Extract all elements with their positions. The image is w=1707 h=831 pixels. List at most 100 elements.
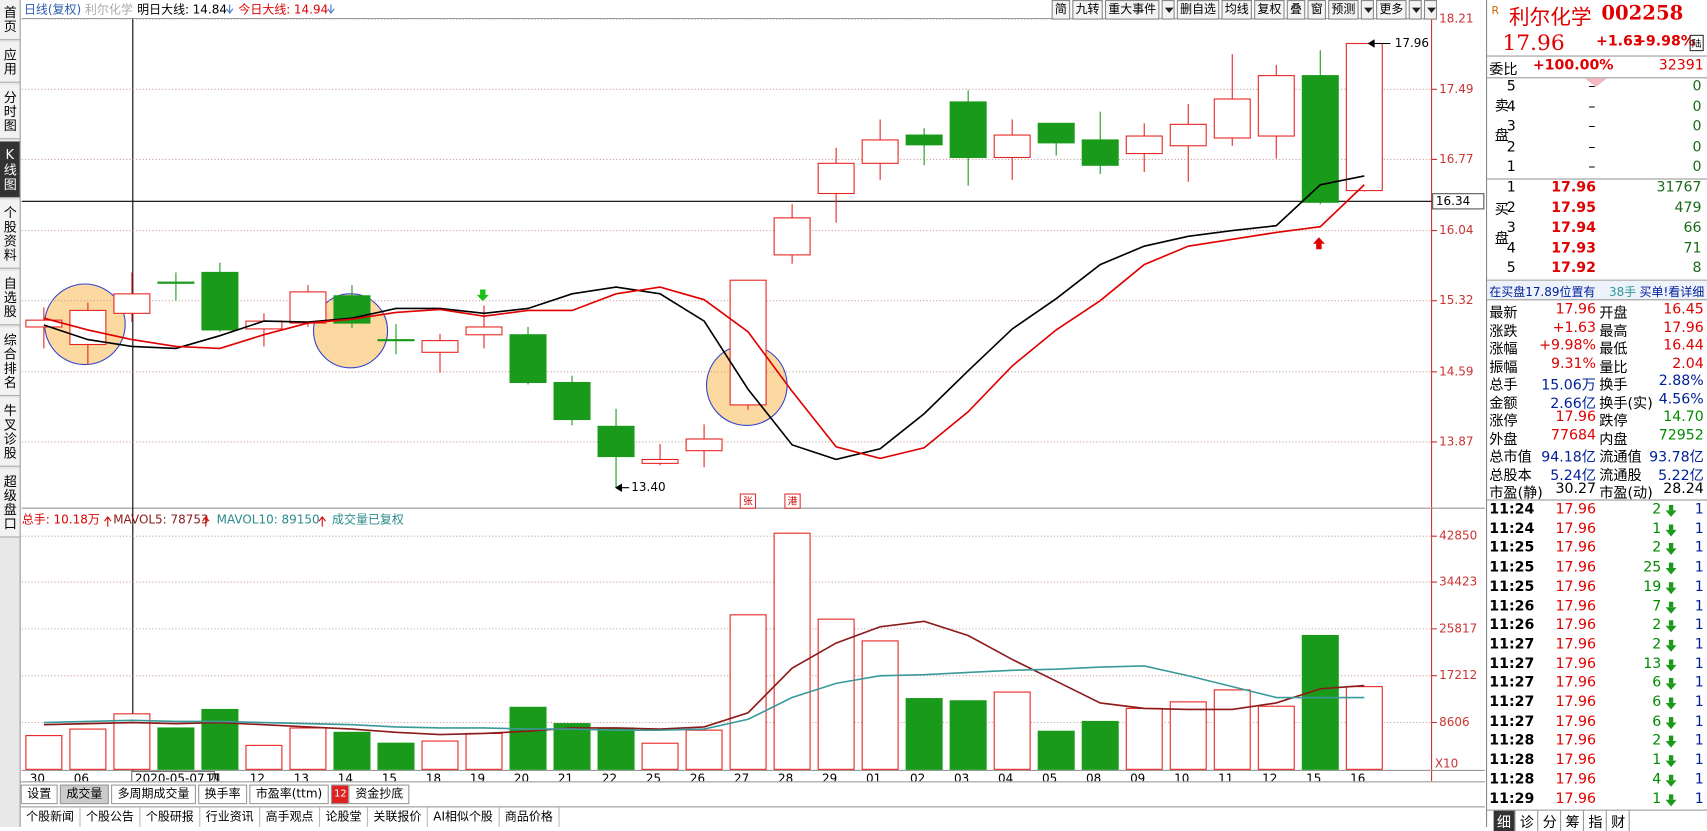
tick-count: 1 bbox=[1694, 520, 1704, 538]
tick-volume: 2 bbox=[1652, 636, 1662, 653]
tool-button[interactable]: 更多 bbox=[1376, 0, 1407, 20]
side-tab[interactable]: 综合排名 bbox=[0, 327, 20, 397]
side-tab[interactable]: 自选股 bbox=[0, 270, 20, 326]
side-tab[interactable]: 分时图 bbox=[0, 84, 20, 140]
tool-button[interactable]: 九转 bbox=[1072, 0, 1103, 20]
notice-bg bbox=[1487, 280, 1707, 300]
side-tab[interactable]: 超级盘口 bbox=[0, 468, 20, 538]
indicator-tab[interactable]: 换手率 bbox=[198, 784, 248, 805]
stat-value: 5.24亿 bbox=[1550, 467, 1596, 484]
tool-icon[interactable] bbox=[1161, 0, 1175, 20]
news-tab[interactable]: 关联报价 bbox=[368, 807, 428, 828]
tomorrow-value: 14.84 bbox=[193, 2, 227, 16]
indicator-tab[interactable]: 成交量 bbox=[59, 784, 109, 805]
down-arrow bbox=[1665, 678, 1677, 691]
news-tab[interactable]: 论股堂 bbox=[320, 807, 368, 828]
news-tab[interactable]: AI相似个股 bbox=[428, 807, 500, 828]
x-tick-label: 29 bbox=[822, 772, 837, 782]
stat-label: 市盈(动) bbox=[1599, 485, 1653, 502]
panel-tab[interactable]: 财 bbox=[1608, 810, 1630, 831]
news-tab[interactable]: 个股新闻 bbox=[21, 807, 81, 828]
change: +1.63 bbox=[1595, 33, 1643, 51]
down-arrow bbox=[1665, 639, 1677, 652]
stat-value: 16.45 bbox=[1663, 301, 1704, 318]
tool-icon[interactable] bbox=[1423, 0, 1438, 20]
candle-body bbox=[597, 425, 635, 458]
side-tab[interactable]: 个股资料 bbox=[0, 200, 20, 269]
stat-label: 涨跌 bbox=[1489, 323, 1518, 341]
side-tab[interactable]: 应用 bbox=[0, 42, 20, 83]
y-tick-label: 14.59 bbox=[1439, 364, 1473, 378]
panel-tab[interactable]: 诊 bbox=[1516, 810, 1539, 831]
down-arrow bbox=[1665, 774, 1677, 787]
x-tick-label: 14 bbox=[338, 772, 353, 782]
volume-bar bbox=[377, 742, 415, 770]
volume-bar bbox=[289, 727, 327, 770]
sell-price: – bbox=[1588, 78, 1596, 95]
separator bbox=[1487, 279, 1707, 281]
indicator-tab[interactable]: 设置 bbox=[20, 784, 58, 805]
tool-button[interactable]: 窗 bbox=[1307, 0, 1326, 20]
buy-label: 买盘 bbox=[1491, 201, 1508, 261]
tool-button[interactable]: 删自选 bbox=[1176, 0, 1220, 20]
mavol10: MAVOL10: 89150 bbox=[217, 513, 320, 527]
volume-bar bbox=[905, 698, 943, 770]
level: 5 bbox=[1506, 78, 1516, 95]
tool-button[interactable]: 均线 bbox=[1221, 0, 1252, 20]
panel-tab[interactable]: 分 bbox=[1539, 810, 1562, 831]
stat-label: 外盘 bbox=[1489, 431, 1518, 448]
cursor-date-box bbox=[131, 770, 216, 782]
tool-button[interactable]: 简 bbox=[1051, 0, 1071, 20]
tick-time: 11:26 bbox=[1489, 597, 1535, 615]
news-tab[interactable]: 个股公告 bbox=[81, 807, 141, 828]
separator bbox=[1487, 178, 1707, 180]
indicator-tab[interactable]: 资金抄底 bbox=[348, 784, 410, 805]
panel-tab[interactable]: 指 bbox=[1585, 810, 1607, 831]
tool-icon[interactable] bbox=[1360, 0, 1374, 20]
tool-button[interactable]: 重大事件 bbox=[1104, 0, 1160, 20]
stat-label: 最新 bbox=[1489, 305, 1518, 323]
tick-time: 11:27 bbox=[1489, 636, 1535, 653]
volume-bar bbox=[201, 708, 239, 770]
period: 日线(复权) bbox=[24, 2, 81, 16]
cursor-price: 16.34 bbox=[1436, 194, 1470, 208]
tick-volume: 6 bbox=[1652, 674, 1662, 692]
news-tab[interactable]: 商品价格 bbox=[499, 807, 560, 828]
panel-tab[interactable]: 细 bbox=[1493, 810, 1516, 831]
panel-tab[interactable]: 筹 bbox=[1562, 810, 1584, 831]
side-tab[interactable]: 首页 bbox=[0, 0, 20, 41]
news-tab[interactable]: 个股研报 bbox=[140, 807, 201, 828]
tick-price: 17.96 bbox=[1555, 674, 1596, 692]
candle-body bbox=[1257, 75, 1295, 137]
tab-badge[interactable]: 12 bbox=[330, 784, 349, 805]
indicator-tab[interactable]: 市盈率(ttm) bbox=[249, 784, 329, 805]
news-tab[interactable]: 行业资讯 bbox=[200, 807, 261, 828]
price: 17.96 bbox=[1502, 29, 1565, 56]
volume-bar bbox=[509, 706, 547, 770]
buy-price: 17.94 bbox=[1551, 219, 1596, 237]
side-tab[interactable]: K线图 bbox=[0, 141, 20, 199]
tool-button[interactable]: 复权 bbox=[1254, 0, 1285, 20]
tool-button[interactable]: 叠 bbox=[1286, 0, 1306, 20]
event-mark: 港 bbox=[788, 496, 798, 508]
candle-body bbox=[729, 279, 767, 406]
stat-label: 开盘 bbox=[1599, 305, 1628, 323]
tick-count: 1 bbox=[1694, 655, 1704, 673]
tick-time: 11:28 bbox=[1489, 771, 1535, 788]
candle-body bbox=[553, 381, 591, 421]
volume-bar bbox=[861, 640, 899, 770]
tick-price: 17.96 bbox=[1555, 559, 1596, 576]
down-arrow bbox=[1665, 620, 1677, 633]
tool-icon[interactable] bbox=[1408, 0, 1422, 20]
tool-button[interactable]: 预测 bbox=[1328, 0, 1359, 20]
candle-body bbox=[861, 139, 899, 164]
stat-value: 17.96 bbox=[1555, 301, 1596, 318]
stat-value: 15.06万 bbox=[1541, 377, 1596, 394]
news-tab[interactable]: 高手观点 bbox=[260, 807, 321, 828]
down-arrow bbox=[1665, 543, 1677, 556]
indicator-tab[interactable]: 多周期成交量 bbox=[111, 784, 196, 805]
side-tab[interactable]: 牛叉诊股 bbox=[0, 398, 20, 467]
stat-value: 77684 bbox=[1550, 427, 1596, 444]
stat-value: 4.56% bbox=[1658, 391, 1704, 408]
down-arrow bbox=[1665, 793, 1677, 806]
